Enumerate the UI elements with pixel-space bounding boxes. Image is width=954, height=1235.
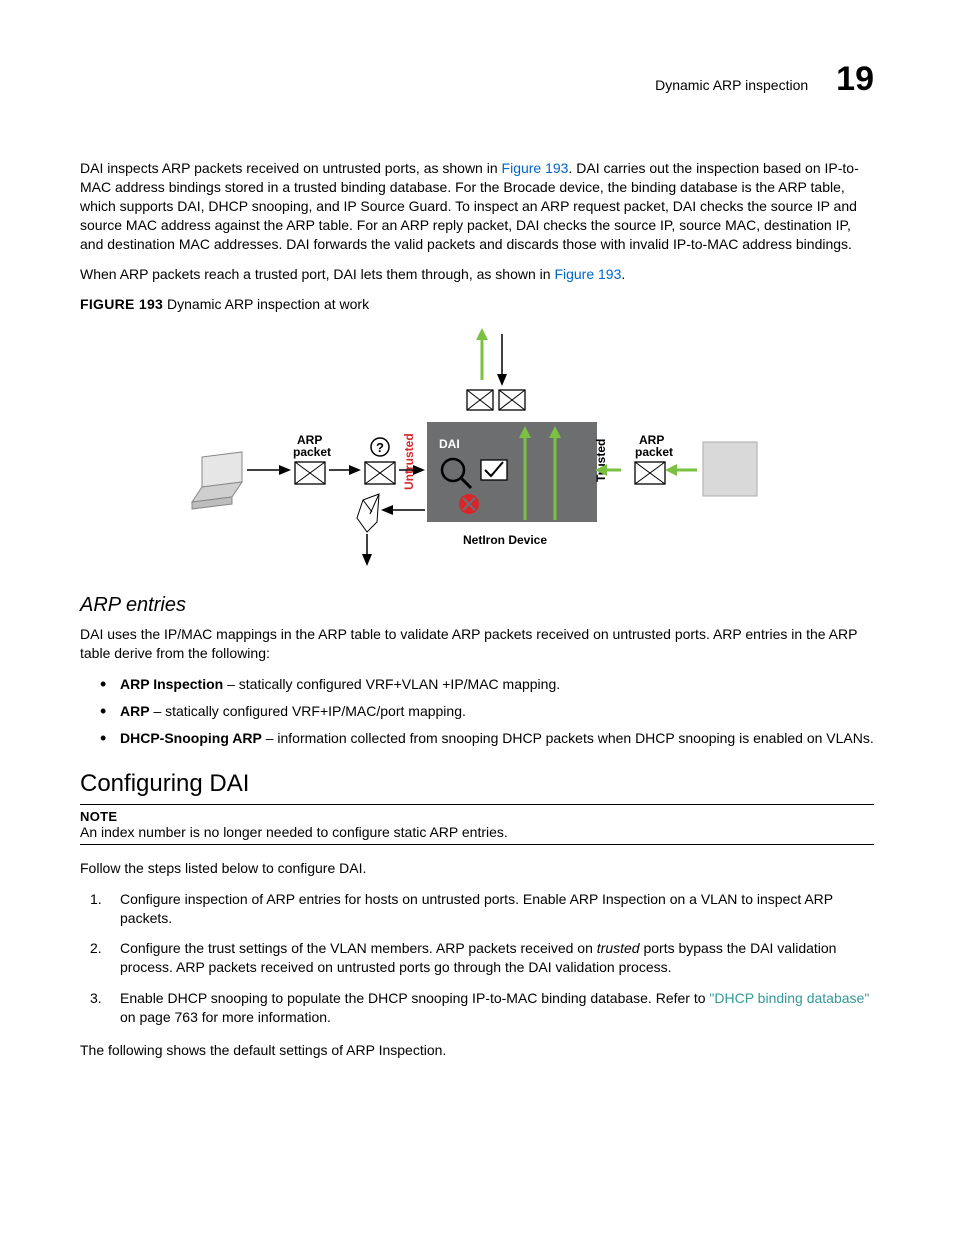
discard-icon	[459, 494, 479, 514]
closing-para: The following shows the default settings…	[80, 1041, 874, 1060]
page-header: Dynamic ARP inspection 19	[80, 60, 874, 99]
note-text: An index number is no longer needed to c…	[80, 824, 874, 840]
note-label: NOTE	[80, 809, 874, 824]
svg-text:?: ?	[376, 440, 384, 455]
label-untrusted: Untrusted	[402, 434, 416, 491]
heading-configuring-dai: Configuring DAI	[80, 770, 874, 798]
label-device: NetIron Device	[463, 533, 547, 547]
computer-icon	[192, 452, 242, 509]
envelope-left-2-icon	[365, 462, 395, 484]
paragraph-1: DAI inspects ARP packets received on unt…	[80, 159, 874, 253]
envelope-right-icon	[635, 462, 665, 484]
list-item: ARP – statically configured VRF+IP/MAC/p…	[80, 702, 874, 721]
arp-entries-intro: DAI uses the IP/MAC mappings in the ARP …	[80, 625, 874, 663]
heading-arp-entries: ARP entries	[80, 594, 874, 617]
list-item: Configure the trust settings of the VLAN…	[80, 939, 874, 977]
right-block-icon	[703, 442, 757, 496]
envelope-check-icon	[481, 460, 507, 480]
top-envelope-1-icon	[467, 390, 493, 410]
envelope-left-1-icon	[295, 462, 325, 484]
figure-label: FIGURE 193 Dynamic ARP inspection at wor…	[80, 296, 874, 312]
config-steps: Configure inspection of ARP entries for …	[80, 890, 874, 1027]
label-trusted: Trusted	[594, 439, 608, 482]
list-item: Configure inspection of ARP entries for …	[80, 890, 874, 928]
label-dai: DAI	[439, 437, 460, 451]
link-figure-193b[interactable]: Figure 193	[554, 266, 621, 282]
question-icon: ?	[371, 438, 389, 456]
list-item: DHCP-Snooping ARP – information collecte…	[80, 729, 874, 748]
header-title: Dynamic ARP inspection	[655, 77, 808, 93]
top-arrow-2-icon	[497, 334, 507, 386]
divider	[80, 844, 874, 845]
list-item: Enable DHCP snooping to populate the DHC…	[80, 989, 874, 1027]
divider	[80, 804, 874, 805]
svg-text:packet: packet	[635, 445, 673, 459]
list-item: ARP Inspection – statically configured V…	[80, 675, 874, 694]
link-dhcp-db[interactable]: "DHCP binding database"	[709, 990, 869, 1006]
config-follow: Follow the steps listed below to configu…	[80, 859, 874, 878]
arp-entries-list: ARP Inspection – statically configured V…	[80, 675, 874, 748]
fragments-icon	[357, 494, 379, 532]
chapter-number: 19	[836, 60, 874, 99]
svg-text:packet: packet	[293, 445, 331, 459]
top-envelope-2-icon	[499, 390, 525, 410]
figure-diagram: ARP packet ? Untrusted DAI	[80, 322, 874, 572]
paragraph-2: When ARP packets reach a trusted port, D…	[80, 265, 874, 284]
top-arrow-1-icon	[476, 328, 488, 380]
link-figure-193a[interactable]: Figure 193	[502, 160, 569, 176]
